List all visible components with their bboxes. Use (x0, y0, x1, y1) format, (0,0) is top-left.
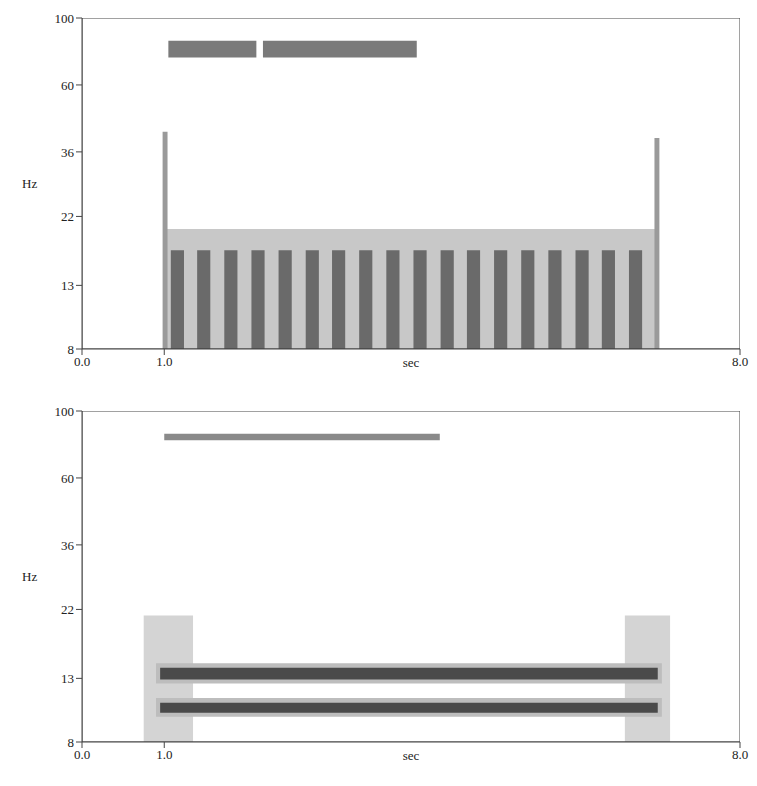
svg-text:1.0: 1.0 (156, 747, 172, 762)
svg-text:100: 100 (55, 404, 75, 419)
svg-text:13: 13 (61, 671, 74, 686)
svg-text:100: 100 (55, 11, 75, 26)
svg-text:0.0: 0.0 (74, 354, 90, 369)
svg-text:0.0: 0.0 (74, 747, 90, 762)
svg-text:13: 13 (61, 278, 74, 293)
svg-text:60: 60 (61, 471, 74, 486)
svg-text:36: 36 (61, 145, 75, 160)
svg-text:sec: sec (403, 355, 420, 370)
svg-text:sec: sec (403, 748, 420, 763)
svg-text:22: 22 (61, 602, 74, 617)
svg-text:60: 60 (61, 78, 74, 93)
svg-text:1.0: 1.0 (156, 354, 172, 369)
svg-text:22: 22 (61, 209, 74, 224)
svg-text:8: 8 (68, 342, 75, 357)
svg-text:Hz: Hz (22, 569, 37, 584)
svg-text:Hz: Hz (22, 176, 37, 191)
svg-text:8.0: 8.0 (732, 747, 748, 762)
svg-text:36: 36 (61, 538, 75, 553)
svg-text:8: 8 (68, 735, 75, 750)
svg-text:8.0: 8.0 (732, 354, 748, 369)
